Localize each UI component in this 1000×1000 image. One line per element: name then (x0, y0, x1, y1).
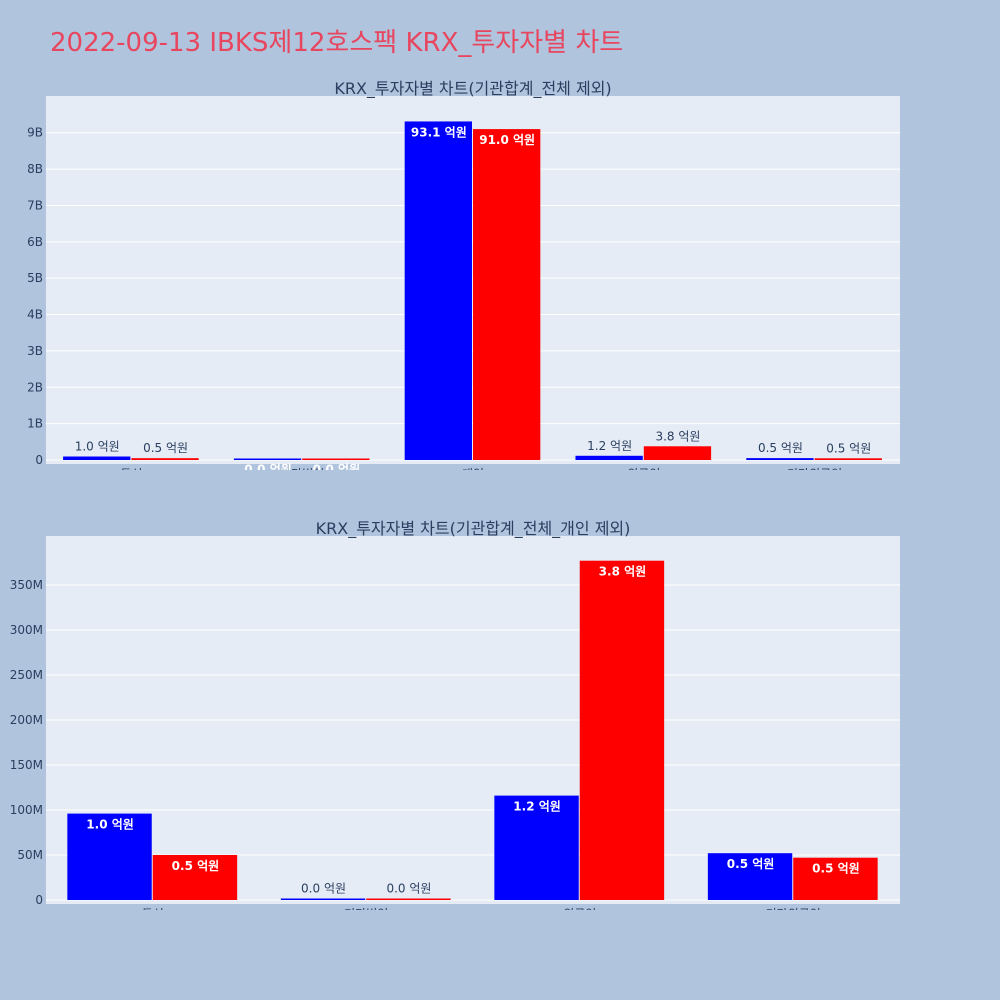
y-tick-label: 0 (35, 453, 43, 467)
data-label: 0.0 억원 (386, 882, 431, 896)
bar-series-1 (404, 121, 472, 461)
data-label: 1.0 억원 (86, 818, 134, 832)
y-tick-label: 0 (35, 893, 43, 907)
bar-series-1 (280, 898, 366, 900)
y-tick-label: 350M (10, 578, 43, 592)
bar-series-2 (131, 458, 199, 460)
x-tick-label: 기타법인 (280, 467, 324, 470)
y-tick-label: 7B (27, 198, 43, 212)
bar-series-2 (793, 857, 878, 900)
y-tick-label: 250M (10, 668, 43, 682)
bar-series-2 (814, 458, 882, 460)
data-label: 0.5 억원 (172, 859, 220, 873)
y-tick-label: 3B (27, 344, 43, 358)
y-tick-label: 300M (10, 623, 43, 637)
y-tick-label: 150M (10, 758, 43, 772)
y-tick-label: 100M (10, 803, 43, 817)
bar-series-2 (302, 458, 370, 460)
x-tick-label: 투신 (142, 907, 164, 910)
bar-series-1 (63, 456, 131, 460)
x-tick-label: 개인 (462, 467, 484, 470)
chart-title: KRX_투자자별 차트(기관합계_전체 제외) (334, 79, 611, 99)
data-label: 93.1 억원 (411, 125, 467, 139)
y-tick-label: 4B (27, 308, 43, 322)
x-tick-label: 투신 (120, 467, 142, 470)
y-tick-label: 200M (10, 713, 43, 727)
data-label: 0.0 억원 (313, 463, 361, 471)
data-label: 1.0 억원 (75, 440, 120, 454)
x-tick-label: 외국인 (563, 907, 596, 910)
x-tick-label: 기타법인 (344, 907, 388, 910)
data-label: 1.2 억원 (513, 800, 561, 814)
bar-series-2 (152, 855, 238, 900)
data-label: 0.5 억원 (143, 441, 188, 455)
y-tick-label: 8B (27, 162, 43, 176)
bar-series-1 (575, 455, 643, 460)
bar-series-1 (494, 795, 579, 900)
x-tick-label: 외국인 (627, 467, 660, 470)
bar-series-2 (473, 129, 541, 460)
bar-series-1 (67, 813, 152, 900)
bar-series-1 (746, 458, 814, 460)
y-tick-label: 2B (27, 380, 43, 394)
data-label: 0.5 억원 (826, 441, 871, 455)
y-tick-label: 5B (27, 271, 43, 285)
x-tick-label: 기타외국인 (766, 907, 821, 910)
bar-series-2 (366, 898, 451, 900)
data-label: 0.0 억원 (301, 882, 346, 896)
data-label: 1.2 억원 (587, 439, 632, 453)
data-label: 3.8 억원 (599, 565, 647, 579)
chart-institution-individual-excluded: KRX_투자자별 차트(기관합계_전체_개인 제외) 0 50M 100M 150M 20… (10, 519, 900, 910)
data-label: 0.5 억원 (758, 441, 803, 455)
data-label: 0.0 억원 (244, 463, 292, 471)
bar-series-1 (233, 458, 302, 460)
chart-title: KRX_투자자별 차트(기관합계_전체_개인 제외) (316, 519, 631, 539)
bar-series-2 (579, 560, 665, 900)
y-tick-label: 50M (17, 848, 43, 862)
page-title: 2022-09-13 IBKS제12호스팩 KRX_투자자별 차트 (50, 28, 624, 58)
bar-series-1 (707, 853, 793, 900)
bar-series-2 (643, 446, 712, 460)
x-tick-label: 기타외국인 (787, 467, 842, 470)
y-tick-label: 1B (27, 417, 43, 431)
data-label: 91.0 억원 (479, 133, 535, 147)
data-label: 3.8 억원 (655, 429, 700, 443)
data-label: 0.5 억원 (812, 862, 860, 876)
data-label: 0.5 억원 (727, 857, 775, 871)
chart-institution-excluded: KRX_투자자별 차트(기관합계_전체 제외) 0 1B 2B 3B 4B 5B 6B 7B 8B… (27, 79, 900, 471)
y-tick-label: 9B (27, 126, 43, 140)
y-tick-label: 6B (27, 235, 43, 249)
